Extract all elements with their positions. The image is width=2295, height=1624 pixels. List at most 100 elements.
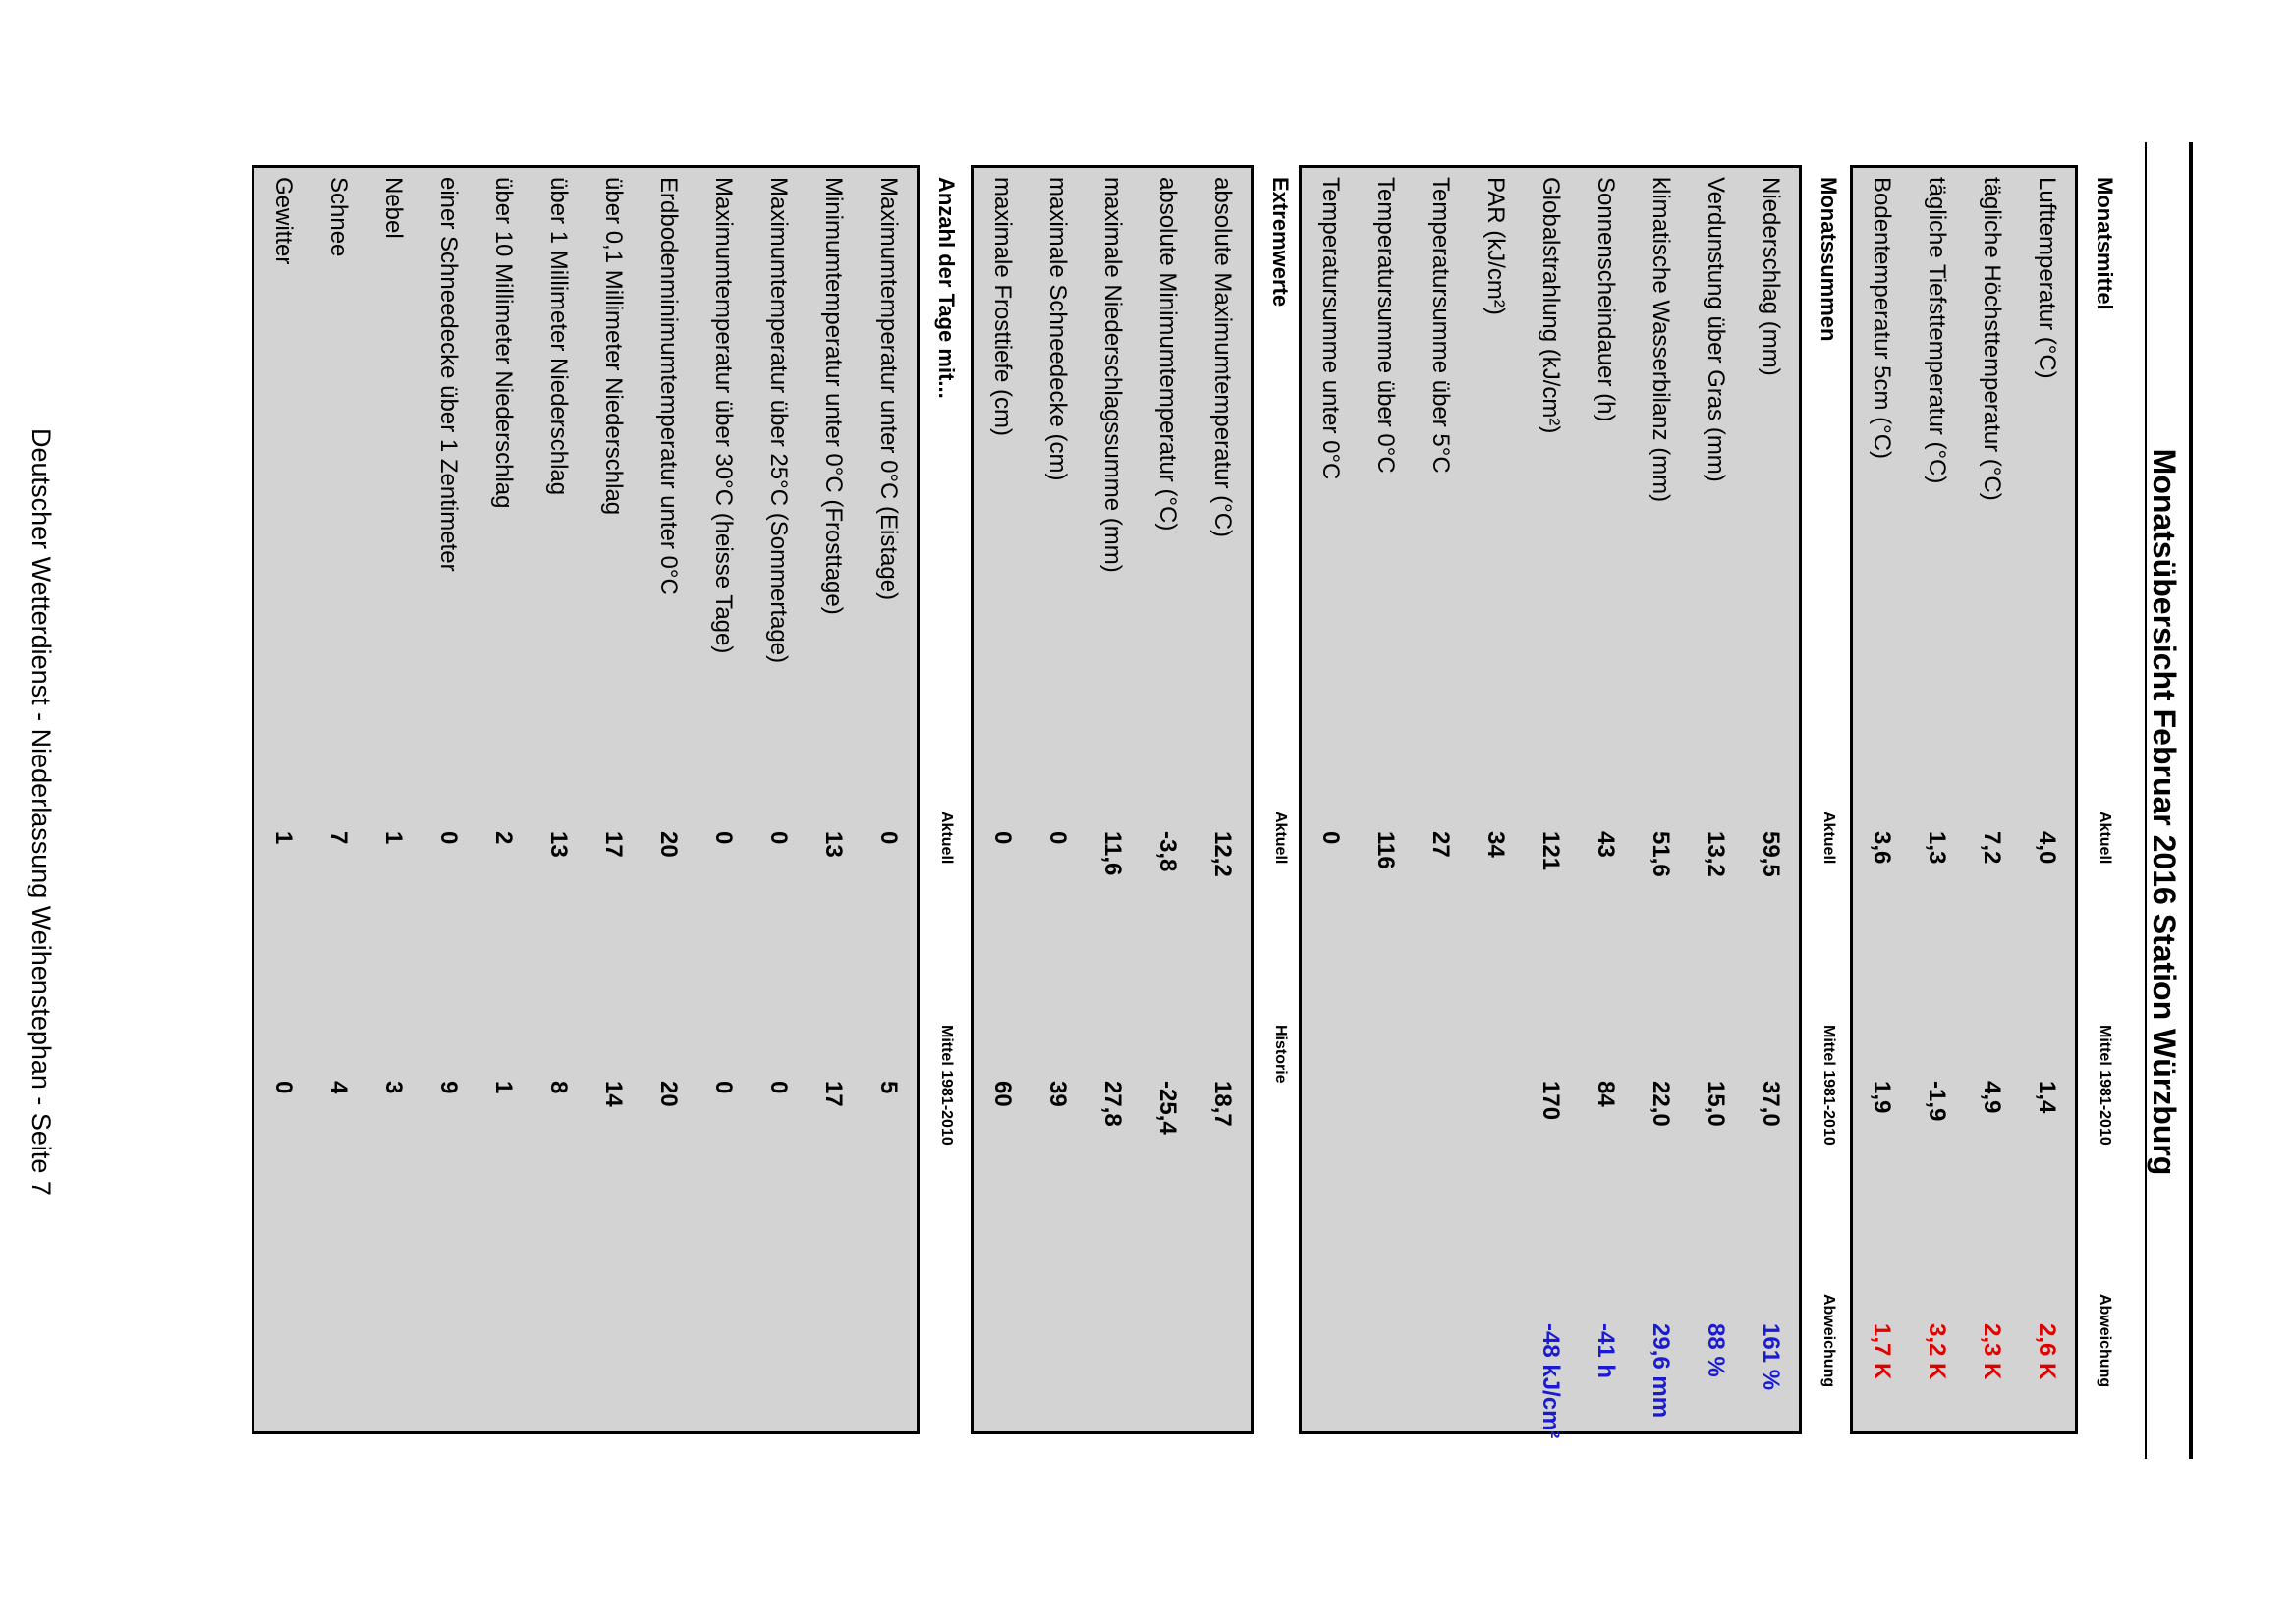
row-label: Globalstrahlung (kJ/cm²)	[1538, 177, 1564, 434]
row-label: über 0,1 Millimeter Niederschlag	[600, 177, 627, 516]
section-title: Extremwerte	[1268, 177, 1293, 308]
row-label: Maximumtemperatur über 25°C (Sommertage)	[765, 177, 792, 664]
row-label: Gewitter	[270, 177, 297, 265]
cell-value: -1,9	[1924, 1081, 1950, 1122]
cell-value: 3	[380, 1081, 407, 1094]
column-header: Aktuell	[2097, 812, 2113, 865]
row-label: Maximumtemperatur über 30°C (heisse Tage…	[710, 177, 737, 654]
cell-value: 0	[1317, 831, 1344, 845]
cell-value: 1	[270, 831, 297, 845]
cell-value: 3,2 K	[1924, 1323, 1950, 1380]
cell-value: 4,0	[2034, 831, 2060, 865]
cell-value: 7,2	[1979, 831, 2005, 865]
cell-value: 29,6 mm	[1648, 1323, 1674, 1419]
cell-value: 1,4	[2034, 1081, 2060, 1114]
cell-value: 3,6	[1869, 831, 1895, 865]
row-label: Temperatursumme unter 0°C	[1317, 177, 1344, 480]
cell-value: 0	[989, 831, 1016, 845]
row-label: Nebel	[380, 177, 407, 239]
row-label: maximale Schneedecke (cm)	[1044, 177, 1071, 481]
cell-value: 4	[325, 1081, 352, 1094]
cell-value: -3,8	[1154, 831, 1181, 872]
row-label: Bodentemperatur 5cm (°C)	[1869, 177, 1895, 460]
column-header: Abweichung	[1820, 1294, 1837, 1388]
cell-value: 15,0	[1703, 1081, 1729, 1127]
cell-value: 8	[545, 1081, 572, 1094]
row-label: Lufttemperatur (°C)	[2034, 177, 2060, 379]
cell-value: -41 h	[1593, 1323, 1619, 1379]
row-label: maximale Frosttiefe (cm)	[989, 177, 1016, 437]
row-label: Temperatursumme über 0°C	[1372, 177, 1399, 474]
row-label: Minimumtemperatur unter 0°C (Frosttage)	[820, 177, 847, 615]
row-label: Niederschlag (mm)	[1758, 177, 1784, 376]
cell-value: 13,2	[1703, 831, 1729, 877]
column-header: Mittel 1981-2010	[938, 1025, 955, 1146]
cell-value: 0	[765, 1081, 792, 1094]
cell-value: 39	[1044, 1081, 1071, 1107]
cell-value: 2	[490, 831, 517, 845]
column-header: Aktuell	[938, 812, 955, 865]
cell-value: 17	[600, 831, 627, 858]
row-label: PAR (kJ/cm²)	[1483, 177, 1509, 315]
column-header: Historie	[1272, 1025, 1289, 1084]
cell-value: 22,0	[1648, 1081, 1674, 1127]
cell-value: 2,3 K	[1979, 1323, 2005, 1380]
cell-value: 84	[1593, 1081, 1619, 1107]
row-label: Temperatursumme über 5°C	[1427, 177, 1454, 474]
cell-value: 1,3	[1924, 831, 1950, 865]
row-label: tägliche Höchsttemperatur (°C)	[1979, 177, 2005, 501]
cell-value: 27	[1427, 831, 1454, 858]
cell-value: 1	[490, 1081, 517, 1094]
cell-value: 14	[600, 1081, 627, 1107]
cell-value: -48 kJ/cm²	[1538, 1323, 1564, 1439]
cell-value: 0	[875, 831, 902, 845]
row-label: Sonnenscheindauer (h)	[1593, 177, 1619, 422]
cell-value: 9	[435, 1081, 462, 1094]
cell-value: 13	[820, 831, 847, 858]
row-label: tägliche Tiefsttemperatur (°C)	[1924, 177, 1950, 484]
cell-value: 1,9	[1869, 1081, 1895, 1114]
title: Monatsübersicht Februar 2016 Station Wür…	[2147, 448, 2182, 1176]
row-label: über 1 Millimeter Niederschlag	[545, 177, 572, 496]
cell-value: 0	[435, 831, 462, 845]
cell-value: 0	[1044, 831, 1071, 845]
cell-value: 2,6 K	[2034, 1323, 2060, 1380]
row-label: absolute Minimumtemperatur (°C)	[1154, 177, 1181, 532]
row-label: Verdunstung über Gras (mm)	[1703, 177, 1729, 482]
cell-value: 18,7	[1209, 1081, 1236, 1127]
rule	[2189, 142, 2193, 1459]
section-title: Monatsmittel	[2093, 177, 2117, 310]
column-header: Mittel 1981-2010	[1820, 1025, 1837, 1146]
cell-value: 51,6	[1648, 831, 1674, 877]
row-label: über 10 Millimeter Niederschlag	[490, 177, 517, 509]
row-label: klimatische Wasserbilanz (mm)	[1648, 177, 1674, 503]
cell-value: 4,9	[1979, 1081, 2005, 1114]
cell-value: 0	[710, 1081, 737, 1094]
cell-value: 12,2	[1209, 831, 1236, 877]
column-header: Mittel 1981-2010	[2097, 1025, 2113, 1146]
row-label: absolute Maximumtemperatur (°C)	[1209, 177, 1236, 538]
section-title: Monatssummen	[1817, 177, 1841, 342]
row-label: maximale Niederschlagssumme (mm)	[1099, 177, 1126, 573]
cell-value: 11,6	[1099, 831, 1126, 876]
cell-value: 0	[765, 831, 792, 845]
cell-value: 17	[820, 1081, 847, 1107]
cell-value: 34	[1483, 831, 1509, 858]
cell-value: 27,8	[1099, 1081, 1126, 1127]
cell-value: 170	[1538, 1081, 1564, 1121]
rule	[2145, 142, 2147, 1459]
cell-value: 88 %	[1703, 1323, 1729, 1377]
cell-value: 1,7 K	[1869, 1323, 1895, 1380]
footer: Deutscher Wetterdienst - Niederlassung W…	[27, 428, 56, 1196]
cell-value: 37,0	[1758, 1081, 1784, 1127]
cell-value: 43	[1593, 831, 1619, 858]
cell-value: 60	[989, 1081, 1016, 1107]
column-header: Abweichung	[2097, 1294, 2113, 1388]
cell-value: 20	[655, 831, 682, 858]
column-header: Aktuell	[1272, 812, 1289, 865]
row-label: Maximumtemperatur unter 0°C (Eistage)	[875, 177, 902, 601]
cell-value: 121	[1538, 831, 1564, 871]
cell-value: 0	[710, 831, 737, 845]
cell-value: 1	[380, 831, 407, 845]
